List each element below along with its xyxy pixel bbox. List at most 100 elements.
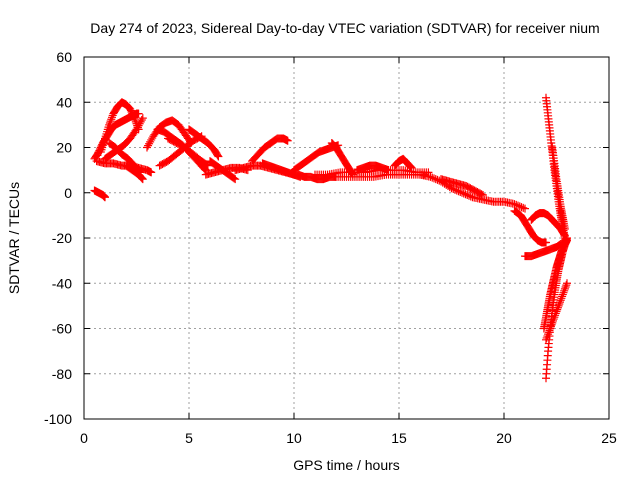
data-point-arc-y bbox=[517, 203, 526, 212]
data-point-arc-ah bbox=[548, 318, 557, 327]
data-point-arc-y bbox=[426, 172, 435, 181]
grid-lines bbox=[84, 57, 609, 419]
data-point-arc-ah bbox=[547, 320, 556, 329]
data-point-arc-y bbox=[521, 204, 529, 213]
data-point-arc-ah bbox=[543, 332, 552, 341]
x-tick-label: 20 bbox=[496, 430, 512, 446]
data-point-arc-x bbox=[406, 162, 415, 171]
y-tick-label: -60 bbox=[52, 321, 72, 337]
y-axis-label: SDTVAR / TECUs bbox=[6, 182, 22, 294]
data-point-arc-n bbox=[231, 175, 240, 184]
y-tick-label: -80 bbox=[52, 366, 72, 382]
data-point-arc-y bbox=[458, 188, 466, 197]
y-tick-label: 40 bbox=[56, 94, 72, 110]
data-point-arc-z bbox=[477, 190, 486, 199]
data-point-arc-c bbox=[129, 112, 138, 121]
data-point-arc-c bbox=[107, 115, 116, 124]
x-tick-label: 0 bbox=[80, 430, 88, 446]
y-tick-label: 20 bbox=[56, 140, 72, 156]
data-point-arc-g bbox=[138, 174, 147, 183]
y-tick-label: -100 bbox=[44, 411, 72, 427]
data-point-arc-y bbox=[430, 174, 438, 183]
data-point-arc-y bbox=[447, 184, 456, 193]
plot-frame bbox=[83, 56, 610, 420]
data-point-arc-ah bbox=[553, 305, 562, 314]
data-point-arc-ah bbox=[562, 281, 571, 290]
data-point-arc-y bbox=[461, 190, 470, 199]
data-point-arc-ah bbox=[557, 294, 566, 303]
data-point-arc-y bbox=[465, 191, 473, 200]
data-point-arc-ah bbox=[542, 335, 550, 344]
data-point-arc-ah bbox=[546, 322, 555, 331]
data-point-arc-y bbox=[456, 187, 465, 196]
data-point-arc-ah bbox=[559, 288, 568, 297]
data-point-arc-c bbox=[105, 120, 114, 129]
data-point-arc-y bbox=[466, 192, 475, 201]
y-tick-label: -20 bbox=[52, 230, 72, 246]
data-point-arc-ah bbox=[560, 286, 569, 295]
x-axis-label: GPS time / hours bbox=[293, 457, 400, 473]
data-point-arc-aa bbox=[542, 238, 550, 247]
data-point-arc-ah bbox=[561, 283, 570, 292]
data-point-arc-w bbox=[384, 166, 393, 175]
data-point-arc-ah bbox=[558, 292, 567, 301]
data-point-arc-p bbox=[283, 136, 292, 145]
data-point-arc-n bbox=[230, 174, 239, 183]
data-point-arc-c bbox=[106, 117, 115, 126]
data-point-arc-x bbox=[406, 163, 415, 172]
chart-title: Day 274 of 2023, Sidereal Day-to-day VTE… bbox=[90, 20, 599, 36]
data-point-arc-ah bbox=[552, 307, 561, 316]
x-tick-label: 5 bbox=[185, 430, 193, 446]
data-point-arc-ag bbox=[563, 234, 571, 242]
data-point-arc-y bbox=[452, 186, 461, 195]
data-point-arc-y bbox=[428, 173, 437, 182]
data-point-arc-f bbox=[147, 168, 156, 177]
data-point-arc-ah bbox=[554, 301, 563, 310]
data-points bbox=[90, 93, 571, 383]
data-point-arc-y bbox=[515, 202, 524, 211]
data-point-arc-ah bbox=[551, 309, 560, 318]
data-point-arc-ah bbox=[549, 316, 557, 325]
data-point-arc-ah bbox=[544, 330, 553, 339]
data-point-arc-d bbox=[138, 114, 147, 123]
data-point-arc-ah bbox=[563, 279, 571, 288]
data-point-arc-ah bbox=[545, 326, 554, 335]
data-point-arc-z bbox=[479, 191, 487, 200]
data-point-arc-ae bbox=[560, 224, 569, 233]
x-tick-label: 15 bbox=[391, 430, 407, 446]
data-point-arc-y bbox=[510, 200, 519, 209]
data-point-arc-c bbox=[108, 113, 116, 122]
data-point-arc-ah bbox=[560, 284, 569, 293]
data-point-arc-a bbox=[101, 193, 109, 202]
y-tick-label: -40 bbox=[52, 275, 72, 291]
data-point-arc-g bbox=[138, 175, 147, 184]
data-point-arc-ah bbox=[558, 290, 567, 299]
data-point-arc-ah bbox=[556, 296, 565, 305]
y-tick-label: 60 bbox=[56, 49, 72, 65]
data-point-arc-x bbox=[407, 163, 416, 172]
x-tick-label: 25 bbox=[601, 430, 617, 446]
data-point-arc-ah bbox=[553, 303, 562, 312]
data-point-arc-c bbox=[105, 118, 114, 127]
axis-ticks: 0 5 10 15 20 25 -100 -80 -60 -40 -20 0 20 40 60 bbox=[44, 49, 617, 446]
data-point-arc-y bbox=[519, 203, 528, 212]
y-tick-label: 0 bbox=[64, 185, 72, 201]
data-point-arc-g bbox=[137, 173, 146, 182]
data-point-arc-c bbox=[130, 114, 139, 123]
data-point-arc-ah bbox=[551, 311, 560, 320]
data-point-arc-y bbox=[459, 189, 468, 198]
data-point-arc-ah bbox=[546, 324, 555, 333]
data-point-arc-y bbox=[512, 200, 521, 209]
data-point-arc-ah bbox=[550, 313, 559, 322]
data-point-arc-ah bbox=[542, 333, 551, 342]
data-point-arc-ah bbox=[555, 299, 564, 308]
x-tick-label: 10 bbox=[286, 430, 302, 446]
data-point-arc-y bbox=[514, 201, 522, 210]
data-point-arc-l bbox=[214, 152, 223, 161]
data-point-arc-ah bbox=[549, 315, 558, 324]
data-point-arc-y bbox=[451, 185, 459, 194]
data-point-arc-l bbox=[213, 151, 222, 160]
data-point-arc-y bbox=[463, 191, 472, 200]
data-point-arc-d bbox=[137, 115, 146, 124]
